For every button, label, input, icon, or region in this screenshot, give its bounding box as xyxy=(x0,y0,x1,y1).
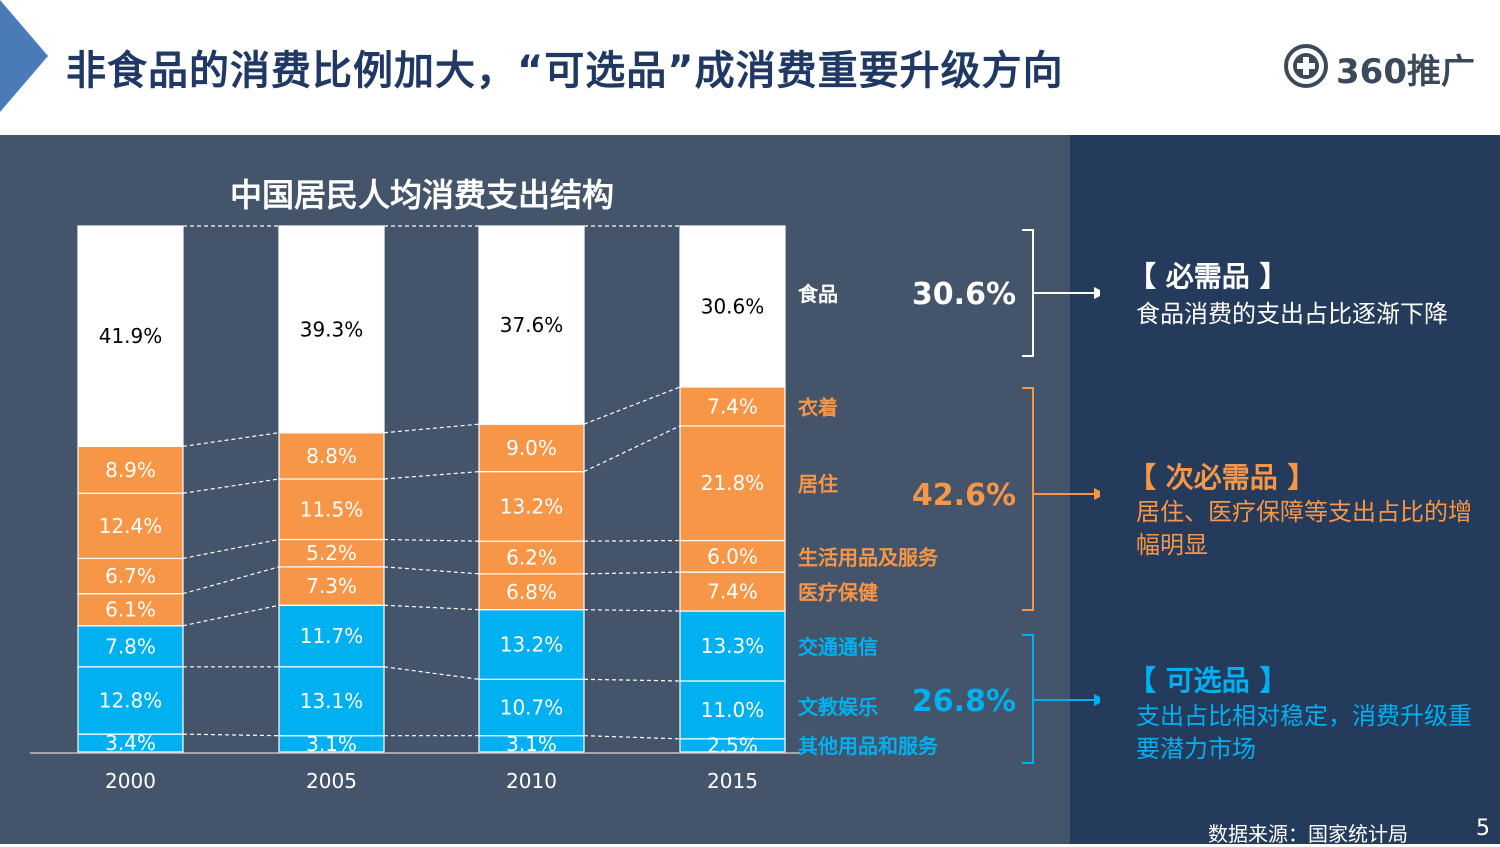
series-label-居住: 居住 xyxy=(798,472,838,496)
value-label-2005-文教娱乐: 13.1% xyxy=(300,689,364,713)
group-total-0: 30.6% xyxy=(912,277,1016,312)
value-label-2005-生活用品及服务: 5.2% xyxy=(306,541,357,565)
bracket-1 xyxy=(1022,388,1033,610)
category-label-2005: 2005 xyxy=(306,769,357,793)
logo-text: 360推广 xyxy=(1336,44,1475,93)
value-label-2000-其他用品和服务: 3.4% xyxy=(105,731,156,755)
arrow-head-icon-2 xyxy=(1094,694,1100,706)
connector-衣着-2 xyxy=(584,387,680,424)
connector-交通通信-0 xyxy=(183,605,279,626)
connector-其他用品和服务-0 xyxy=(183,734,279,736)
category-label-2015: 2015 xyxy=(707,769,758,793)
value-label-2015-医疗保健: 7.4% xyxy=(707,580,758,604)
connector-其他用品和服务-2 xyxy=(584,736,680,739)
connector-交通通信-2 xyxy=(584,610,680,611)
annotation-heading-semi-necessities: 【 次必需品 】 xyxy=(1128,456,1316,496)
connector-衣着-1 xyxy=(384,424,479,433)
connector-衣着-0 xyxy=(183,433,279,447)
value-label-2010-交通通信: 13.2% xyxy=(500,632,564,656)
group-total-2: 26.8% xyxy=(912,684,1016,719)
value-label-2010-衣着: 9.0% xyxy=(506,436,557,460)
annotation-desc-necessities: 食品消费的支出占比逐渐下降 xyxy=(1136,298,1476,331)
value-label-2015-居住: 21.8% xyxy=(701,471,765,495)
annotation-heading-discretionary: 【 可选品 】 xyxy=(1128,659,1288,699)
arrow-head-icon-0 xyxy=(1094,287,1100,299)
connector-居住-0 xyxy=(183,479,279,493)
value-label-2010-食品: 37.6% xyxy=(500,313,564,337)
page-number: 5 xyxy=(1476,816,1490,841)
value-label-2000-生活用品及服务: 6.7% xyxy=(105,564,156,588)
series-label-生活用品及服务: 生活用品及服务 xyxy=(798,545,939,569)
group-total-1: 42.6% xyxy=(912,478,1016,513)
connector-交通通信-1 xyxy=(384,605,479,609)
arrow-head-icon-1 xyxy=(1094,488,1100,500)
value-label-2000-医疗保健: 6.1% xyxy=(105,598,156,622)
value-label-2000-居住: 12.4% xyxy=(99,514,163,538)
series-label-食品: 食品 xyxy=(798,282,838,306)
series-label-其他用品和服务: 其他用品和服务 xyxy=(798,734,939,758)
connector-生活用品及服务-0 xyxy=(183,539,279,558)
connector-文教娱乐-2 xyxy=(584,679,680,681)
annotation-desc-discretionary: 支出占比相对稳定，消费升级重要潜力市场 xyxy=(1136,700,1476,766)
connector-医疗保健-2 xyxy=(584,572,680,574)
value-label-2010-其他用品和服务: 3.1% xyxy=(506,732,557,756)
value-label-2005-居住: 11.5% xyxy=(300,497,364,521)
connector-医疗保健-0 xyxy=(183,567,279,594)
value-label-2015-衣着: 7.4% xyxy=(707,394,758,418)
value-label-2005-其他用品和服务: 3.1% xyxy=(306,732,357,756)
value-label-2000-食品: 41.9% xyxy=(99,324,163,348)
series-label-医疗保健: 医疗保健 xyxy=(798,581,878,605)
connector-生活用品及服务-1 xyxy=(384,539,479,541)
connector-居住-1 xyxy=(384,472,479,479)
value-label-2000-文教娱乐: 12.8% xyxy=(99,688,163,712)
stacked-bar-chart: 3.4% 3.1% 3.1% 2.5% 12.8% 13.1% 10.7% 11.0% 7.8%… xyxy=(0,0,1100,844)
value-label-2005-医疗保健: 7.3% xyxy=(306,574,357,598)
bracket-2 xyxy=(1022,635,1033,763)
connector-居住-2 xyxy=(584,426,680,472)
value-label-2005-交通通信: 11.7% xyxy=(300,624,364,648)
value-label-2015-其他用品和服务: 2.5% xyxy=(707,733,758,757)
category-label-2010: 2010 xyxy=(506,769,557,793)
value-label-2000-衣着: 8.9% xyxy=(105,458,156,482)
connector-医疗保健-1 xyxy=(384,567,479,574)
annotation-heading-necessities: 【 必需品 】 xyxy=(1128,255,1288,295)
value-label-2010-医疗保健: 6.8% xyxy=(506,580,557,604)
value-label-2010-居住: 13.2% xyxy=(500,494,564,518)
value-label-2015-交通通信: 13.3% xyxy=(701,634,765,658)
value-label-2015-生活用品及服务: 6.0% xyxy=(707,544,758,568)
bracket-0 xyxy=(1022,230,1033,356)
value-label-2015-文教娱乐: 11.0% xyxy=(701,698,765,722)
series-label-衣着: 衣着 xyxy=(798,395,838,419)
series-label-文教娱乐: 文教娱乐 xyxy=(798,695,878,719)
value-label-2005-衣着: 8.8% xyxy=(306,444,357,468)
logo: 360推广 xyxy=(1282,42,1482,90)
annotation-desc-semi-necessities: 居住、医疗保障等支出占比的增幅明显 xyxy=(1136,496,1476,562)
connector-文教娱乐-1 xyxy=(384,667,479,679)
value-label-2000-交通通信: 7.8% xyxy=(105,634,156,658)
category-label-2000: 2000 xyxy=(105,769,156,793)
connector-生活用品及服务-2 xyxy=(584,541,680,542)
data-source: 数据来源：国家统计局 xyxy=(1208,818,1408,847)
value-label-2010-文教娱乐: 10.7% xyxy=(500,695,564,719)
logo-plus-icon xyxy=(1282,42,1330,90)
value-label-2010-生活用品及服务: 6.2% xyxy=(506,546,557,570)
value-label-2005-食品: 39.3% xyxy=(300,317,364,341)
value-label-2015-食品: 30.6% xyxy=(701,294,765,318)
series-label-交通通信: 交通通信 xyxy=(798,635,878,659)
